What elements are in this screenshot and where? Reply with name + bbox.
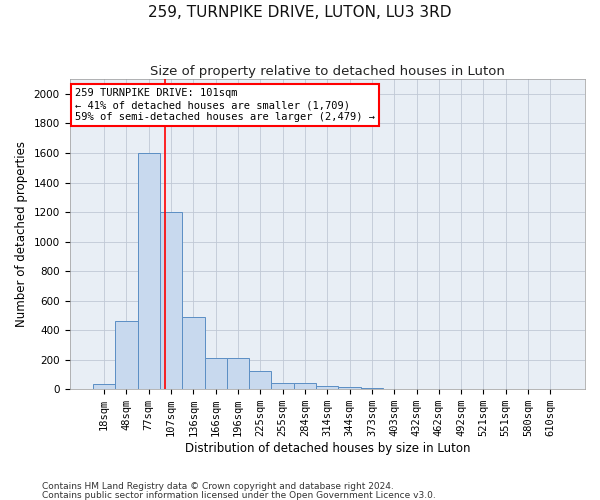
Bar	[205, 358, 227, 389]
Y-axis label: Number of detached properties: Number of detached properties	[15, 141, 28, 327]
Bar	[137, 153, 160, 389]
Bar	[294, 384, 316, 389]
Text: Contains public sector information licensed under the Open Government Licence v3: Contains public sector information licen…	[42, 490, 436, 500]
X-axis label: Distribution of detached houses by size in Luton: Distribution of detached houses by size …	[185, 442, 470, 455]
Bar	[249, 371, 271, 389]
Text: 259, TURNPIKE DRIVE, LUTON, LU3 3RD: 259, TURNPIKE DRIVE, LUTON, LU3 3RD	[148, 5, 452, 20]
Text: Contains HM Land Registry data © Crown copyright and database right 2024.: Contains HM Land Registry data © Crown c…	[42, 482, 394, 491]
Bar	[93, 384, 115, 389]
Text: 259 TURNPIKE DRIVE: 101sqm
← 41% of detached houses are smaller (1,709)
59% of s: 259 TURNPIKE DRIVE: 101sqm ← 41% of deta…	[74, 88, 374, 122]
Bar	[227, 358, 249, 389]
Bar	[361, 388, 383, 389]
Bar	[316, 386, 338, 389]
Title: Size of property relative to detached houses in Luton: Size of property relative to detached ho…	[150, 65, 505, 78]
Bar	[182, 317, 205, 389]
Bar	[338, 387, 361, 389]
Bar	[271, 382, 294, 389]
Bar	[160, 212, 182, 389]
Bar	[115, 322, 137, 389]
